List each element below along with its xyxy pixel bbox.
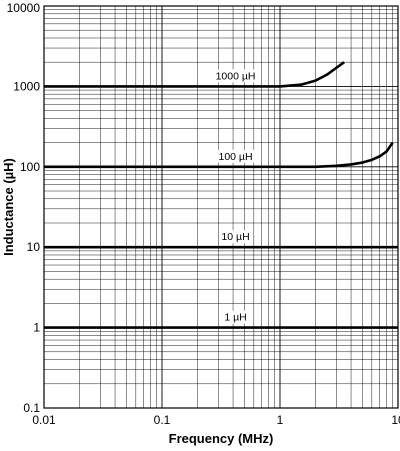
- series-label: 1000 µH: [216, 70, 256, 82]
- x-tick-label: 10: [391, 413, 400, 427]
- y-axis-title: Inductance (µH): [1, 158, 16, 256]
- series-line: [44, 61, 345, 88]
- plot-frame: [43, 5, 399, 409]
- series-label: 100 µH: [219, 151, 253, 163]
- y-tick-label: 1000: [13, 79, 40, 93]
- x-tick-label: 0.1: [154, 413, 171, 427]
- y-tick-label: 0.1: [23, 401, 40, 415]
- y-tick-label: 100: [20, 160, 40, 174]
- y-tick-label: 10: [27, 240, 41, 254]
- series-line: [44, 141, 394, 169]
- y-tick-label: 10000: [7, 1, 41, 15]
- series-label-background: [216, 149, 255, 163]
- series-layer: [44, 61, 398, 329]
- series-label-background: [219, 230, 252, 244]
- y-tick-labels: 0.1 1 10 100 1000 10000: [7, 1, 41, 415]
- series-label: 10 µH: [221, 231, 249, 243]
- series-label-background: [222, 310, 249, 324]
- x-tick-labels: 0.01 0.1 1 10: [32, 413, 400, 427]
- series-label-background: [213, 69, 258, 83]
- series-label: 1 µH: [224, 312, 246, 324]
- x-tick-label: 0.01: [32, 413, 56, 427]
- x-tick-label: 1: [277, 413, 284, 427]
- series-labels: 1000 µH 100 µH 10 µH 1 µH: [213, 69, 258, 324]
- x-axis-title: Frequency (MHz): [169, 431, 274, 446]
- y-tick-label: 1: [33, 321, 40, 335]
